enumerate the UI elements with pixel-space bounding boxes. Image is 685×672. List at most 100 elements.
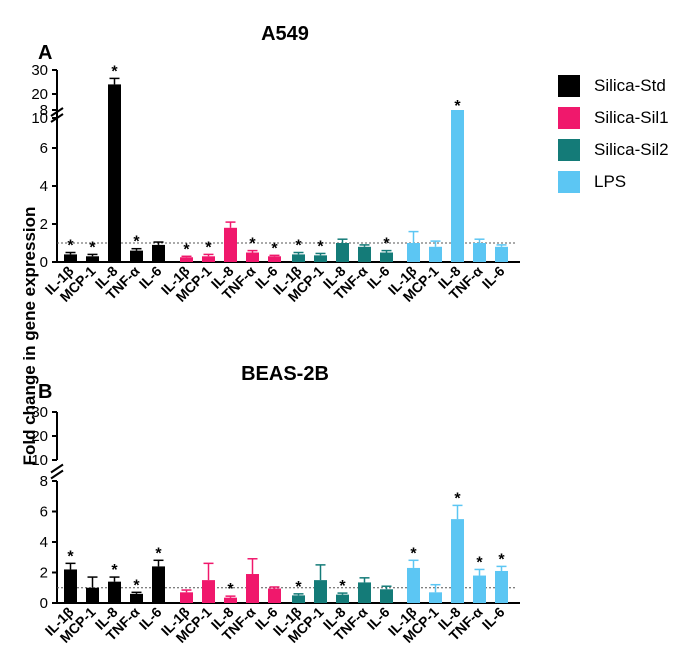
panel-b-significance-silica-std-tnf-a: * bbox=[133, 577, 140, 594]
panel-a-bar-silica-sil1-il-6 bbox=[268, 256, 281, 262]
legend-item-silica-sil2: Silica-Sil2 bbox=[558, 134, 669, 166]
panel-b-significance-silica-std-il-1b: * bbox=[67, 548, 74, 565]
panel-b-significance-silica-std-il-6: * bbox=[155, 545, 162, 562]
panel-a-bar-silica-sil2-il-1b bbox=[292, 254, 305, 262]
panel-a-bar-silica-std-il-8-upper bbox=[108, 84, 121, 118]
panel-a-axis-break-mark bbox=[50, 107, 64, 117]
panel-b-significance-lps-il-8: * bbox=[454, 490, 461, 507]
panel-b-bar-silica-sil1-il-6 bbox=[268, 588, 281, 603]
panel-b-y-tick-label: 10 bbox=[31, 452, 48, 469]
panel-b-significance-lps-tnf-a: * bbox=[476, 554, 483, 571]
panel-a-y-tick-label: 10 bbox=[31, 110, 48, 127]
panel-b-bar-silica-sil2-il-6 bbox=[380, 589, 393, 603]
panel-a-y-tick-label: 0 bbox=[40, 254, 48, 271]
panel-b-y-tick-label: 20 bbox=[31, 428, 48, 445]
panel-b-bar-silica-std-il-1b bbox=[64, 569, 77, 603]
panel-b-y-tick-label: 4 bbox=[40, 534, 48, 551]
panel-b-y-tick-label: 2 bbox=[40, 565, 48, 582]
panel-a-bar-silica-std-il-8 bbox=[108, 110, 121, 262]
panel-b-bar-silica-sil1-tnf-a bbox=[246, 574, 259, 603]
panel-a-bar-silica-sil1-tnf-a bbox=[246, 252, 259, 262]
panel-a-bar-silica-std-il-6 bbox=[152, 244, 165, 262]
panel-a-y-tick-label: 4 bbox=[40, 178, 48, 195]
legend-swatch-silica-std bbox=[558, 75, 580, 97]
panel-a-y-tick-label: 6 bbox=[40, 140, 48, 157]
panel-a-significance-lps-il-8: * bbox=[454, 98, 461, 115]
panel-a-letter: A bbox=[38, 42, 52, 64]
panel-a-bar-silica-std-tnf-a bbox=[130, 250, 143, 262]
panel-b-bar-silica-std-tnf-a bbox=[130, 593, 143, 603]
panel-a-bar-silica-std-il-1b bbox=[64, 254, 77, 262]
panel-b-axis-break-mark bbox=[50, 469, 64, 480]
panel-a-y-tick-label: 2 bbox=[40, 216, 48, 233]
panel-a-bar-lps-il-1b bbox=[407, 243, 420, 262]
panel-b-significance-lps-il-1b: * bbox=[410, 545, 417, 562]
panel-a-bar-silica-sil2-il-8 bbox=[336, 243, 349, 262]
panel-a-significance-silica-std-tnf-a: * bbox=[133, 234, 140, 251]
panel-b-significance-silica-std-il-8: * bbox=[111, 562, 118, 579]
legend-item-silica-sil1: Silica-Sil1 bbox=[558, 102, 669, 134]
legend-swatch-silica-sil2 bbox=[558, 139, 580, 161]
panel-b-bar-silica-std-mcp-1 bbox=[86, 587, 99, 603]
panel-b-bar-lps-il-1b bbox=[407, 567, 420, 603]
panel-a-bar-silica-sil2-il-6 bbox=[380, 252, 393, 262]
panel-a-significance-silica-std-mcp-1: * bbox=[89, 239, 96, 256]
panel-b-significance-silica-sil2-il-8: * bbox=[339, 578, 346, 595]
panel-a-y-tick-label: 8 bbox=[40, 102, 48, 119]
legend-item-lps: LPS bbox=[558, 166, 669, 198]
panel-b-bar-lps-il-6 bbox=[495, 570, 508, 603]
panel-a-bar-lps-il-6 bbox=[495, 246, 508, 262]
panel-a-bar-silica-sil1-mcp-1 bbox=[202, 256, 215, 262]
y-axis-label: Fold change in gene expression bbox=[20, 206, 39, 466]
panel-a-bar-silica-std-mcp-1 bbox=[86, 256, 99, 262]
panel-a-significance-silica-std-il-1b: * bbox=[67, 238, 74, 255]
panel-b-x-tick-label-lps-il-6: IL-6 bbox=[479, 604, 508, 633]
panel-b-title: BEAS-2B bbox=[241, 363, 329, 385]
panel-a-bar-lps-mcp-1 bbox=[429, 246, 442, 262]
panel-a-title: A549 bbox=[261, 23, 309, 45]
panel-b-axis-break-mark bbox=[50, 463, 64, 474]
panel-b-bar-silica-sil2-il-8 bbox=[336, 594, 349, 603]
legend-swatch-silica-sil1 bbox=[558, 107, 580, 129]
panel-b-y-tick-label: 8 bbox=[40, 473, 48, 490]
panel-b-letter: B bbox=[38, 381, 52, 403]
panel-b-bar-silica-sil2-mcp-1 bbox=[314, 580, 327, 603]
panel-b-bar-silica-sil1-il-8 bbox=[224, 597, 237, 603]
panel-a-significance-silica-sil2-mcp-1: * bbox=[317, 238, 324, 255]
panel-b-bar-silica-sil1-il-1b bbox=[180, 592, 193, 603]
legend: Silica-Std Silica-Sil1 Silica-Sil2 LPS bbox=[558, 70, 669, 198]
panel-b-significance-silica-sil1-il-8: * bbox=[227, 581, 234, 598]
panel-b-y-tick-label: 6 bbox=[40, 504, 48, 521]
panel-a-y-tick-label: 20 bbox=[31, 86, 48, 103]
panel-b-bar-silica-std-il-8 bbox=[108, 581, 121, 603]
panel-a-significance-silica-sil1-il-6: * bbox=[271, 240, 278, 257]
panel-b-bar-silica-std-il-6 bbox=[152, 566, 165, 603]
panel-b-significance-silica-sil2-il-1b: * bbox=[295, 579, 302, 596]
panel-a-bar-silica-sil2-mcp-1 bbox=[314, 255, 327, 262]
panel-b-y-tick-label: 0 bbox=[40, 595, 48, 612]
legend-swatch-lps bbox=[558, 171, 580, 193]
panel-a-y-tick-label: 30 bbox=[31, 62, 48, 79]
panel-b-bar-lps-mcp-1 bbox=[429, 592, 442, 603]
panel-b-bar-silica-sil2-tnf-a bbox=[358, 582, 371, 603]
panel-a-bar-lps-il-8-upper bbox=[451, 116, 464, 118]
panel-a-significance-silica-sil2-il-1b: * bbox=[295, 238, 302, 255]
legend-label-silica-sil2: Silica-Sil2 bbox=[594, 140, 669, 159]
panel-a-x-tick-label-lps-il-6: IL-6 bbox=[479, 263, 508, 292]
legend-label-silica-sil1: Silica-Sil1 bbox=[594, 108, 669, 127]
panel-a-bar-lps-tnf-a bbox=[473, 243, 486, 262]
panel-a-bar-lps-il-8 bbox=[451, 110, 464, 262]
legend-label-silica-std: Silica-Std bbox=[594, 76, 666, 95]
panel-b-bar-silica-sil2-il-1b bbox=[292, 595, 305, 603]
panel-b-bar-lps-tnf-a bbox=[473, 575, 486, 603]
panel-b-significance-lps-il-6: * bbox=[498, 551, 505, 568]
panel-b-bar-lps-il-8 bbox=[451, 519, 464, 603]
panel-a-bar-silica-sil1-il-8 bbox=[224, 227, 237, 262]
panel-a-significance-silica-sil1-il-1b: * bbox=[183, 241, 190, 258]
panel-a-significance-silica-sil1-mcp-1: * bbox=[205, 239, 212, 256]
legend-item-silica-std: Silica-Std bbox=[558, 70, 669, 102]
panel-b-y-tick-label: 30 bbox=[31, 404, 48, 421]
panel-a-significance-silica-sil1-tnf-a: * bbox=[249, 236, 256, 253]
panel-a-bar-silica-sil2-tnf-a bbox=[358, 246, 371, 262]
